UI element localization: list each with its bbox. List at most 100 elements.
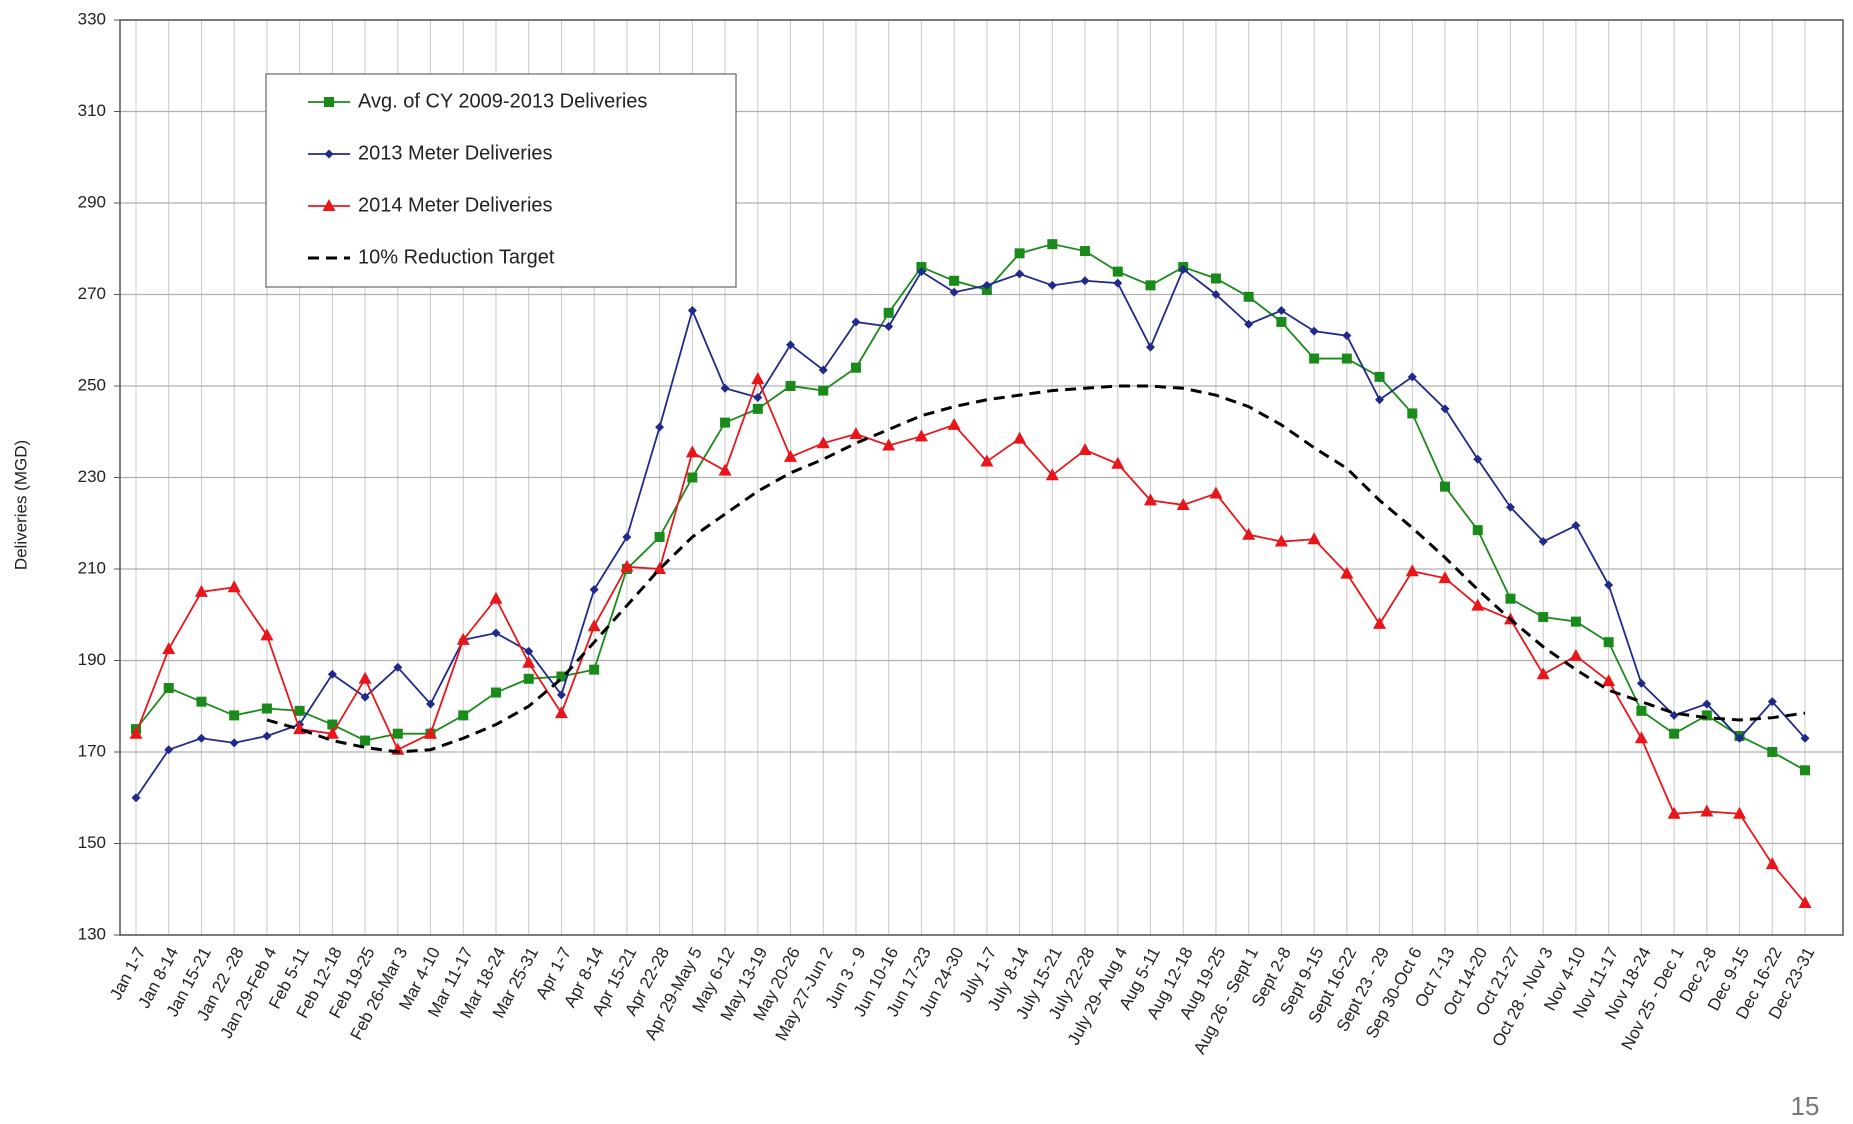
marker [1274,534,1288,547]
y-tick-label: 230 [78,467,106,486]
marker [1733,806,1747,819]
marker [1080,276,1090,286]
marker [818,365,828,375]
marker [1373,616,1387,629]
marker [324,97,334,107]
marker [1375,395,1385,405]
marker [358,671,372,684]
marker [1178,264,1188,274]
marker [655,422,665,432]
marker [1374,371,1385,382]
marker [1113,278,1123,288]
marker [914,429,928,442]
marker [1669,710,1679,720]
marker [718,463,732,476]
marker [883,307,894,318]
marker [982,280,992,290]
marker [1471,598,1485,611]
marker [947,417,961,430]
marker [752,403,763,414]
marker [882,438,896,451]
marker [1307,532,1321,545]
marker [1340,566,1354,579]
marker [687,306,697,316]
marker [196,733,206,743]
marker [1571,521,1581,531]
marker [294,705,305,716]
series-line [135,243,1806,772]
legend-label: 2014 Meter Deliveries [358,194,553,216]
y-tick-label: 310 [78,101,106,120]
marker [1505,593,1516,604]
marker [131,793,141,803]
marker [1309,326,1319,336]
series-line [266,384,1806,754]
legend-label: Avg. of CY 2009-2013 Deliveries [358,90,647,112]
legend-label: 10% Reduction Target [358,246,555,268]
marker [1569,648,1583,661]
marker [1634,731,1648,744]
y-tick-label: 250 [78,375,106,394]
marker [1473,454,1483,464]
marker [1209,486,1223,499]
marker [1702,699,1712,709]
marker [1603,637,1614,648]
marker [654,531,665,542]
marker [589,585,599,595]
marker [327,669,337,679]
marker [851,317,861,327]
marker [456,632,470,645]
marker [687,472,698,483]
marker [589,664,600,675]
marker [753,392,763,402]
marker [163,682,174,693]
marker [194,584,208,597]
y-tick-label: 170 [78,741,106,760]
marker [360,735,371,746]
marker [1767,697,1777,707]
legend-box [265,73,737,288]
marker [1013,431,1027,444]
marker [1210,273,1221,284]
marker [556,671,567,682]
marker [1767,747,1778,757]
marker [392,728,403,739]
marker [1536,667,1550,680]
marker [490,687,501,698]
marker [327,719,338,730]
marker [1438,571,1452,584]
marker [1242,527,1256,540]
marker [523,673,534,684]
marker [784,449,798,462]
marker [260,628,274,641]
marker [1798,895,1812,908]
plot-frame [119,19,1844,936]
marker [620,559,634,572]
marker [554,706,568,719]
marker [1341,353,1352,364]
marker [1505,502,1515,512]
marker [324,149,334,159]
marker [1047,239,1058,250]
marker [720,383,730,393]
marker [916,262,927,273]
marker [1407,408,1418,419]
marker [229,738,239,748]
marker [1800,733,1810,743]
marker [1604,580,1614,590]
marker [622,532,632,542]
marker [916,267,926,277]
marker [522,655,536,668]
marker [1276,306,1286,316]
marker [1309,353,1320,364]
marker [1405,564,1419,577]
marker [1015,269,1025,279]
y-tick-label: 190 [78,650,106,669]
marker [1080,246,1091,257]
y-tick-label: 150 [78,833,106,852]
marker [587,619,601,632]
marker [1342,331,1352,341]
marker [1636,705,1647,716]
marker [949,287,959,297]
